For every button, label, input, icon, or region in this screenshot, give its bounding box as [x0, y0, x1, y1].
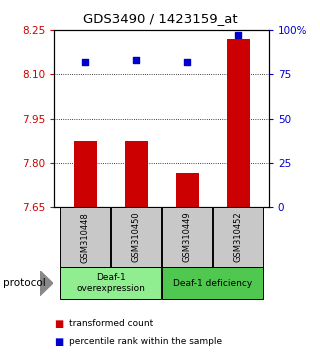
Bar [176, 173, 199, 207]
Text: ■: ■ [54, 337, 64, 347]
Point [83, 59, 88, 65]
Bar [60, 267, 161, 299]
Bar [74, 141, 97, 207]
Text: GDS3490 / 1423159_at: GDS3490 / 1423159_at [83, 12, 237, 25]
Point [185, 59, 190, 65]
Text: Deaf-1
overexpression: Deaf-1 overexpression [76, 274, 145, 293]
Text: Deaf-1 deficiency: Deaf-1 deficiency [173, 279, 252, 288]
Bar [162, 267, 263, 299]
Bar [124, 141, 148, 207]
Bar [213, 207, 263, 267]
Text: percentile rank within the sample: percentile rank within the sample [69, 337, 222, 346]
Text: protocol: protocol [3, 278, 46, 288]
Bar [111, 207, 161, 267]
Text: GSM310450: GSM310450 [132, 212, 140, 263]
Text: GSM310452: GSM310452 [234, 212, 243, 263]
Bar [60, 207, 110, 267]
Point [236, 33, 241, 38]
Text: transformed count: transformed count [69, 319, 153, 329]
Polygon shape [40, 271, 53, 296]
Bar [227, 39, 250, 207]
Text: ■: ■ [54, 319, 64, 329]
Text: GSM310448: GSM310448 [81, 212, 90, 263]
Bar [162, 207, 212, 267]
Point [133, 57, 139, 63]
Text: GSM310449: GSM310449 [183, 212, 192, 263]
